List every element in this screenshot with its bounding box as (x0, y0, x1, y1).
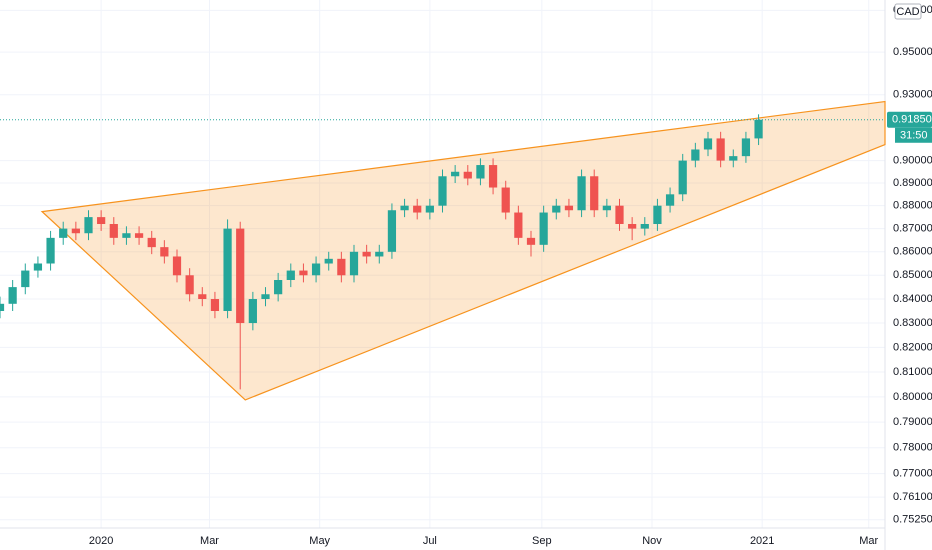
countdown-box (895, 127, 932, 143)
candle-body (375, 251, 384, 257)
candle-body (552, 205, 561, 213)
candle-body (109, 224, 118, 238)
candle-body (463, 171, 472, 179)
y-tick-label: 0.87000 (893, 223, 932, 235)
candle-body (160, 247, 169, 257)
candle-body (387, 210, 397, 252)
candle-body (97, 217, 106, 225)
candle-body (362, 251, 371, 257)
candle-body (236, 228, 245, 324)
y-tick-label: 0.77000 (893, 467, 932, 479)
candle-body (84, 217, 93, 234)
candle-body (615, 205, 624, 225)
candle-body (46, 237, 55, 264)
y-tick-label: 0.95000 (893, 46, 932, 58)
candle-body (514, 212, 523, 238)
candle-body (0, 303, 5, 311)
candle-body (691, 149, 700, 161)
candle-body (337, 258, 346, 276)
wedge (40, 100, 886, 401)
candle-body (716, 138, 725, 161)
y-tick-label: 0.88000 (893, 200, 932, 212)
candle-body (71, 228, 80, 234)
candle-body (223, 228, 232, 311)
candle-body (729, 156, 738, 161)
candle-body (501, 187, 510, 213)
candle-body (210, 299, 220, 311)
x-tick-label: Sep (532, 535, 552, 547)
candle-body (134, 233, 144, 238)
candle-body (665, 194, 675, 206)
candle-body (438, 176, 447, 206)
x-tick-label: Mar (200, 535, 219, 547)
x-tick-label: 2020 (89, 535, 113, 547)
candle-body (653, 205, 662, 225)
y-tick-label: 0.84000 (893, 293, 932, 305)
x-tick-label: Nov (642, 535, 662, 547)
candle-body (628, 224, 637, 229)
candle-body (299, 270, 308, 276)
candle-body (741, 138, 751, 157)
candle-body (754, 119, 763, 139)
candle-body (286, 270, 295, 280)
y-tick-label: 0.85000 (893, 269, 932, 281)
currency-box (894, 3, 922, 20)
y-tick-label: 0.81000 (893, 366, 932, 378)
currency: CAD (896, 6, 919, 18)
candle-body (488, 165, 498, 188)
candle-body (564, 205, 574, 211)
price-label: 0.91850 (892, 114, 932, 126)
candle-body (539, 212, 548, 245)
candle-body (324, 258, 333, 264)
candle-body (349, 251, 359, 276)
candle-body (577, 176, 586, 211)
x-tick-label: Mar (859, 535, 878, 547)
candle-body (602, 205, 611, 211)
candle-body (476, 165, 485, 179)
candle-body (172, 256, 182, 276)
candle-body (274, 279, 283, 295)
x-tick-label: Jul (423, 535, 437, 547)
candle-body (8, 287, 17, 304)
x-tick-label: 2021 (750, 535, 774, 547)
y-tick-label: 0.75250 (893, 514, 932, 526)
candle-body (400, 205, 409, 211)
y-tick-label: 0.78000 (893, 442, 932, 454)
candle-body (590, 176, 599, 211)
y-tick-label: 0.80000 (893, 391, 932, 403)
y-tick-label: 0.90000 (893, 154, 932, 166)
candle-body (640, 224, 649, 229)
candle-body (678, 160, 687, 195)
candle-body (703, 138, 713, 150)
candle-body (33, 263, 43, 271)
candle-body (261, 294, 270, 300)
candle-body (122, 233, 131, 238)
y-tick-label: 0.82000 (893, 341, 932, 353)
y-tick-label: 0.86000 (893, 246, 932, 258)
y-tick-label: 0.89000 (893, 177, 932, 189)
candle-body (248, 299, 257, 324)
candle-body (147, 237, 156, 248)
candle-body (526, 237, 536, 245)
candle-body (311, 263, 321, 276)
y-tick-label: 0.83000 (893, 317, 932, 329)
x-tick-label: May (309, 535, 330, 547)
candle-body (198, 294, 207, 300)
candle-body (413, 205, 422, 213)
price-label-box (887, 111, 932, 128)
candle-body (425, 205, 434, 213)
y-tick-label: 0.76100 (893, 491, 932, 503)
candle-body (185, 275, 194, 295)
y-tick-label: 0.93000 (893, 89, 932, 101)
candle-body (451, 171, 460, 177)
candle-body (59, 228, 68, 238)
countdown: 31:50 (900, 130, 928, 142)
candle-body (21, 270, 30, 288)
y-tick-label: 0.79000 (893, 416, 932, 428)
